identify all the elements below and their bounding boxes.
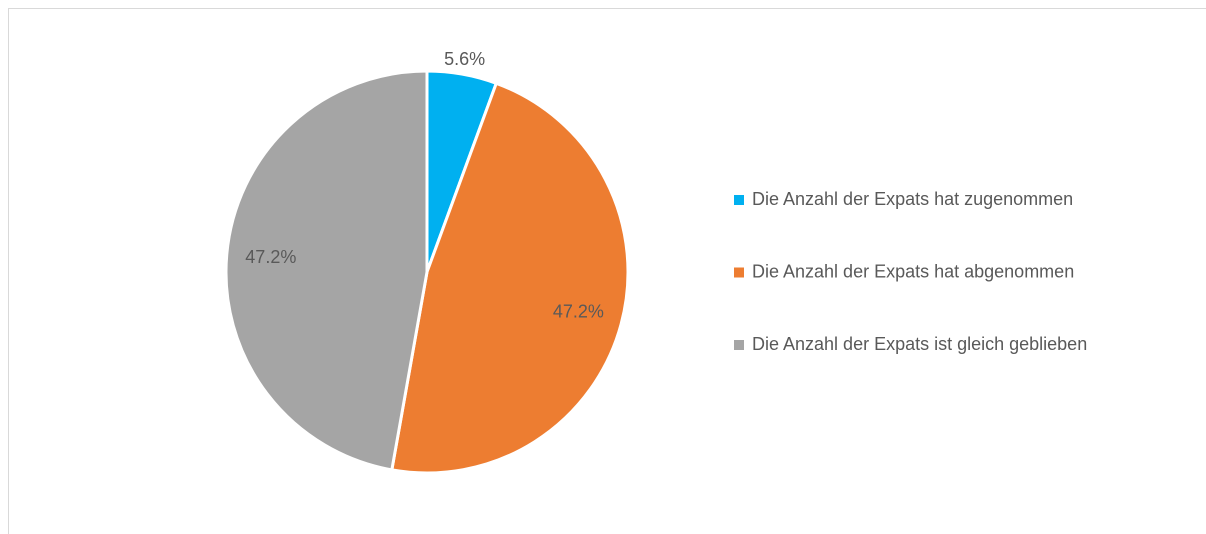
pie-slice <box>390 81 630 475</box>
legend-label: Die Anzahl der Expats ist gleich geblieb… <box>752 334 1087 354</box>
data-label: 47.2% <box>245 247 296 267</box>
data-label: 47.2% <box>553 302 604 322</box>
legend-swatch <box>734 195 744 205</box>
data-label: 5.6% <box>444 49 485 69</box>
legend-swatch <box>734 340 744 350</box>
pie-slice <box>224 69 429 472</box>
legend-label: Die Anzahl der Expats hat zugenommen <box>752 189 1073 209</box>
legend-swatch <box>734 267 744 278</box>
legend-label: Die Anzahl der Expats hat abgenommen <box>752 261 1074 281</box>
chart-frame <box>8 8 1206 534</box>
